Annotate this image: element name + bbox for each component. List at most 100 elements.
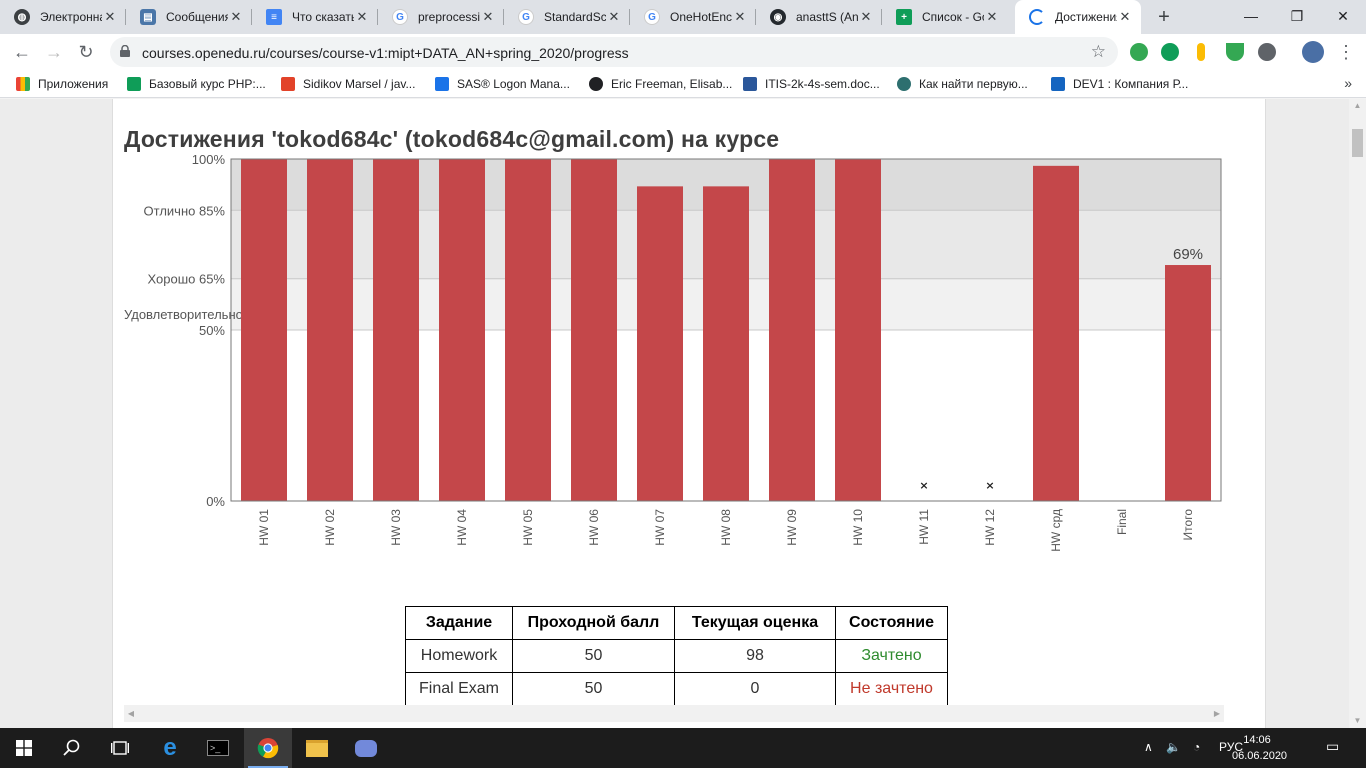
chevron-more-icon[interactable]: »: [1344, 75, 1352, 91]
tab-8-active[interactable]: Достижения ✕: [1015, 0, 1141, 34]
passing-score-cell: 50: [512, 672, 675, 706]
close-icon[interactable]: ✕: [356, 9, 368, 24]
tab-title: Список - Go: [922, 10, 984, 24]
tab-4[interactable]: G StandardSca ✕: [504, 0, 630, 34]
start-button[interactable]: [0, 728, 48, 768]
close-icon[interactable]: ✕: [104, 9, 116, 24]
google-icon: G: [644, 9, 660, 25]
close-icon[interactable]: ✕: [860, 9, 872, 24]
terminal-app[interactable]: >_: [194, 728, 242, 768]
bookmark-star-icon[interactable]: ☆: [1090, 42, 1106, 61]
tab-1[interactable]: ▤ Сообщения ✕: [126, 0, 252, 34]
bookmark-item[interactable]: SAS® Logon Mana...: [435, 76, 570, 92]
close-icon[interactable]: ✕: [986, 9, 998, 24]
bar: [769, 159, 815, 501]
gear-extension-icon[interactable]: [1258, 43, 1276, 61]
scroll-up-arrow-icon[interactable]: ▲: [1353, 101, 1362, 110]
reload-button[interactable]: ↻: [78, 42, 94, 62]
notifications-icon[interactable]: ▭: [1326, 738, 1340, 754]
restore-button[interactable]: ❐: [1290, 8, 1304, 24]
chevron-up-icon[interactable]: ∧: [1144, 740, 1153, 754]
tab-3[interactable]: G preprocessi ✕: [378, 0, 504, 34]
scroll-down-arrow-icon[interactable]: ▼: [1353, 716, 1362, 725]
bookmark-apps[interactable]: Приложения: [16, 76, 108, 92]
forward-button[interactable]: →: [45, 42, 63, 62]
content-panel: Достижения 'tokod684c' (tokod684c@gmail.…: [112, 99, 1266, 728]
menu-icon[interactable]: ⋮: [1337, 42, 1355, 62]
close-window-button[interactable]: ✕: [1337, 8, 1349, 24]
tab-5[interactable]: G OneHotEnc ✕: [630, 0, 756, 34]
profile-avatar[interactable]: [1302, 41, 1324, 63]
edge-app[interactable]: e: [146, 728, 194, 768]
sas-icon: [435, 77, 449, 91]
clock[interactable]: 14:06 06.06.2020: [1232, 732, 1288, 764]
bookmark-label: Базовый курс PHP:...: [149, 77, 266, 91]
bookmark-item[interactable]: ITIS-2k-4s-sem.doc...: [743, 76, 880, 92]
close-icon[interactable]: ✕: [734, 9, 746, 24]
column-header: Проходной балл: [512, 606, 675, 640]
word-icon: [743, 77, 757, 91]
tab-6[interactable]: ◉ anasttS (An ✕: [756, 0, 882, 34]
discord-app[interactable]: [342, 728, 390, 768]
column-header: Текущая оценка: [674, 606, 836, 640]
github-icon: ◉: [770, 9, 786, 25]
bookmark-label: Eric Freeman, Elisab...: [611, 77, 733, 91]
close-icon[interactable]: ✕: [1119, 9, 1131, 24]
bookmark-extension-icon[interactable]: [1197, 43, 1205, 61]
new-tab-button[interactable]: +: [1158, 6, 1170, 28]
tab-title: Достижения: [1055, 10, 1117, 24]
file-explorer-app[interactable]: [293, 728, 341, 768]
x-tick-label: HW 10: [851, 509, 865, 546]
bookmark-item[interactable]: Sidikov Marsel / jav...: [281, 76, 415, 92]
table-header-row: Задание Проходной балл Текущая оценка Со…: [405, 606, 948, 640]
scrollbar-thumb[interactable]: [1352, 129, 1363, 157]
tab-2[interactable]: ≡ Что сказать ✕: [252, 0, 378, 34]
download-extension-icon[interactable]: [1226, 43, 1244, 61]
bar: [373, 159, 419, 501]
back-button[interactable]: ←: [13, 42, 31, 62]
x-tick-label: HW 03: [389, 509, 403, 546]
loading-spinner-icon: [1029, 9, 1045, 25]
tab-title: OneHotEnc: [670, 10, 732, 24]
close-icon[interactable]: ✕: [608, 9, 620, 24]
tab-7[interactable]: + Список - Go ✕: [882, 0, 1008, 34]
bar: [1165, 265, 1211, 501]
clock-date: 06.06.2020: [1232, 750, 1288, 762]
x-tick-label: HW 09: [785, 509, 799, 546]
minimize-button[interactable]: —: [1244, 8, 1258, 24]
close-icon[interactable]: ✕: [230, 9, 242, 24]
shield-extension-icon[interactable]: [1130, 43, 1148, 61]
close-icon[interactable]: ✕: [482, 9, 494, 24]
bookmark-item[interactable]: Как найти первую...: [897, 76, 1028, 92]
bookmark-item[interactable]: DEV1 : Компания Р...: [1051, 76, 1188, 92]
status-cell: Зачтено: [835, 639, 948, 673]
scroll-left-arrow-icon[interactable]: ◀: [127, 709, 135, 718]
clock-time: 14:06: [1243, 734, 1271, 746]
bookmark-item[interactable]: Базовый курс PHP:...: [127, 76, 266, 92]
bookmark-label: ITIS-2k-4s-sem.doc...: [765, 77, 880, 91]
x-tick-label: HW 01: [257, 509, 271, 546]
search-button[interactable]: [48, 728, 96, 768]
edge-icon: e: [163, 734, 177, 761]
language-indicator[interactable]: РУС: [1219, 740, 1244, 754]
windows-logo-icon: [16, 740, 32, 756]
task-view-button[interactable]: [96, 728, 144, 768]
seo-extension-icon[interactable]: [1161, 43, 1179, 61]
tab-title: StandardSca: [544, 10, 606, 24]
address-bar[interactable]: courses.openedu.ru/courses/course-v1:mip…: [110, 37, 1118, 67]
page-title: Достижения 'tokod684c' (tokod684c@gmail.…: [124, 126, 780, 152]
scroll-right-arrow-icon[interactable]: ▶: [1213, 709, 1221, 718]
horizontal-scrollbar[interactable]: ◀ ▶: [124, 705, 1224, 722]
bookmark-item[interactable]: Eric Freeman, Elisab...: [589, 76, 732, 92]
tab-0[interactable]: ◍ Электронна ✕: [0, 0, 126, 34]
current-grade-cell: 98: [674, 639, 836, 673]
grades-table: Задание Проходной балл Текущая оценка Со…: [405, 606, 948, 706]
current-grade-cell: 0: [674, 672, 836, 706]
chrome-app[interactable]: [244, 728, 292, 768]
column-header: Состояние: [835, 606, 948, 640]
sheets-icon: +: [896, 9, 912, 25]
volume-icon[interactable]: 🔈: [1166, 740, 1181, 754]
network-icon[interactable]: ◔: [1193, 740, 1201, 754]
vertical-scrollbar[interactable]: ▲ ▼: [1349, 99, 1366, 728]
